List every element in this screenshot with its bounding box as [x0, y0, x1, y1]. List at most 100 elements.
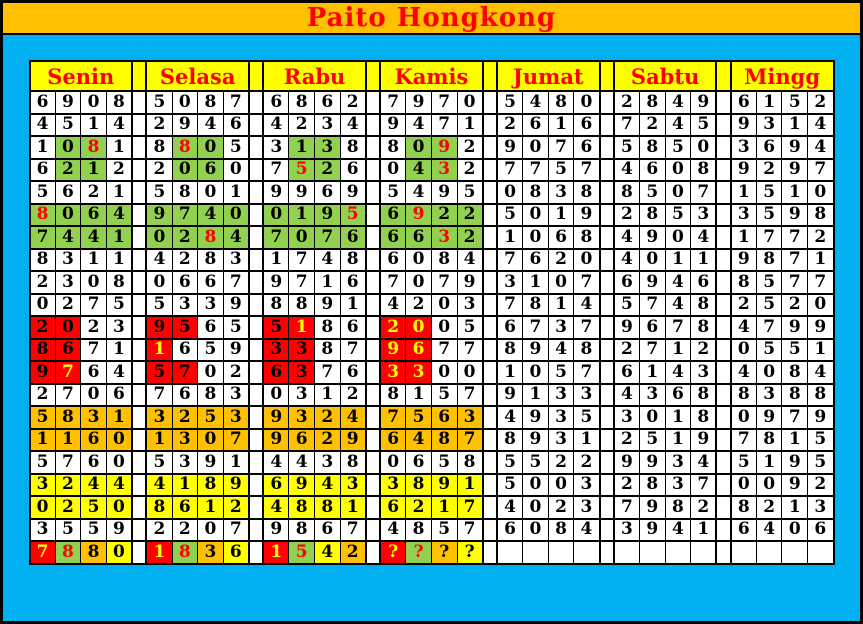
digit-cell: 1 [781, 112, 809, 137]
digit-cell: 2 [807, 90, 835, 115]
digit-cell: 6 [573, 135, 601, 160]
spacer-cell [481, 202, 499, 227]
digit-cell: 7 [54, 382, 82, 407]
digit-cell: 7 [495, 247, 524, 272]
digit-cell: 7 [522, 315, 549, 340]
digit-cell: 4 [314, 472, 341, 497]
digit-cell: 8 [573, 180, 601, 205]
digit-cell: 9 [781, 315, 809, 340]
digit-cell: 5 [729, 450, 757, 475]
spacer-cell [247, 427, 265, 452]
digit-cell: 6 [222, 112, 250, 137]
digit-cell: 2 [547, 247, 575, 272]
digit-cell: 0 [729, 405, 757, 430]
digit-cell: 7 [314, 225, 341, 250]
digit-cell: 4 [379, 517, 407, 542]
digit-cell: 4 [28, 112, 56, 137]
spacer-cell [131, 270, 148, 295]
digit-cell: 5 [430, 517, 458, 542]
digit-cell: 3 [171, 427, 199, 452]
digit-cell: 9 [54, 90, 82, 115]
spacer-cell [364, 450, 382, 475]
digit-cell: 4 [197, 112, 224, 137]
digit-cell: 4 [339, 112, 367, 137]
digit-cell: 2 [28, 382, 56, 407]
digit-cell: 2 [547, 495, 575, 520]
digit-cell: 0 [522, 472, 549, 497]
digit-cell: 8 [495, 427, 524, 452]
spacer-cell [715, 247, 732, 272]
digit-cell: 2 [314, 405, 341, 430]
digit-cell: 0 [522, 135, 549, 160]
digit-cell: 7 [495, 157, 524, 182]
spacer-cell [131, 360, 148, 385]
digit-cell: 6 [612, 270, 640, 295]
digit-cell: 2 [54, 472, 82, 497]
digit-cell: 8 [314, 495, 341, 520]
digit-cell: 5 [781, 90, 809, 115]
digit-cell: 7 [379, 90, 407, 115]
digit-cell: 6 [171, 495, 199, 520]
digit-cell: 0 [222, 202, 250, 227]
digit-cell: 6 [573, 112, 601, 137]
digit-cell: 0 [171, 90, 199, 115]
digit-cell: 7 [28, 540, 56, 565]
digit-cell: 6 [522, 112, 549, 137]
digit-cell: 6 [729, 517, 757, 542]
digit-cell: 6 [379, 225, 407, 250]
digit-cell: 0 [80, 270, 107, 295]
digit-cell: 7 [171, 202, 199, 227]
digit-cell: 2 [807, 225, 835, 250]
digit-cell: 2 [171, 247, 199, 272]
digit-cell: 9 [339, 180, 367, 205]
spacer-cell [247, 135, 265, 160]
digit-cell: 3 [145, 405, 173, 430]
digit-cell: 5 [755, 292, 783, 317]
digit-cell: 5 [690, 112, 718, 137]
digit-cell: 5 [612, 292, 640, 317]
digit-cell: 0 [105, 540, 134, 565]
digit-cell: 7 [339, 337, 367, 362]
digit-cell: 2 [430, 202, 458, 227]
day-header-rabu: Rabu [262, 60, 367, 92]
spacer-cell [481, 225, 499, 250]
digit-cell: 9 [690, 90, 718, 115]
digit-cell: 5 [379, 180, 407, 205]
digit-cell: 9 [405, 202, 432, 227]
digit-cell: 3 [807, 495, 835, 520]
digit-cell: 7 [456, 382, 484, 407]
spacer-cell [247, 90, 265, 115]
digit-cell: 3 [547, 315, 575, 340]
digit-cell: 6 [80, 427, 107, 452]
digit-cell: 6 [339, 157, 367, 182]
digit-cell: 7 [729, 427, 757, 452]
digit-cell: 8 [339, 135, 367, 160]
digit-cell: 0 [639, 405, 666, 430]
digit-cell: 1 [729, 225, 757, 250]
spacer-cell [247, 540, 265, 565]
spacer-cell [598, 360, 615, 385]
digit-cell: 2 [612, 337, 640, 362]
digit-cell: 3 [547, 382, 575, 407]
digit-cell: 1 [80, 157, 107, 182]
digit-cell: 2 [54, 292, 82, 317]
digit-cell: 6 [755, 135, 783, 160]
digit-cell: 2 [145, 157, 173, 182]
digit-cell: 1 [105, 135, 134, 160]
spacer-cell [364, 472, 382, 497]
digit-cell: 7 [781, 247, 809, 272]
digit-cell: 8 [456, 450, 484, 475]
digit-cell: 4 [690, 225, 718, 250]
digit-cell: 4 [664, 292, 692, 317]
digit-cell: 4 [690, 450, 718, 475]
digit-cell: 2 [612, 90, 640, 115]
digit-cell: 0 [807, 180, 835, 205]
digit-cell: 2 [690, 337, 718, 362]
spacer-cell [131, 90, 148, 115]
digit-cell: 4 [612, 157, 640, 182]
digit-cell: 7 [314, 360, 341, 385]
